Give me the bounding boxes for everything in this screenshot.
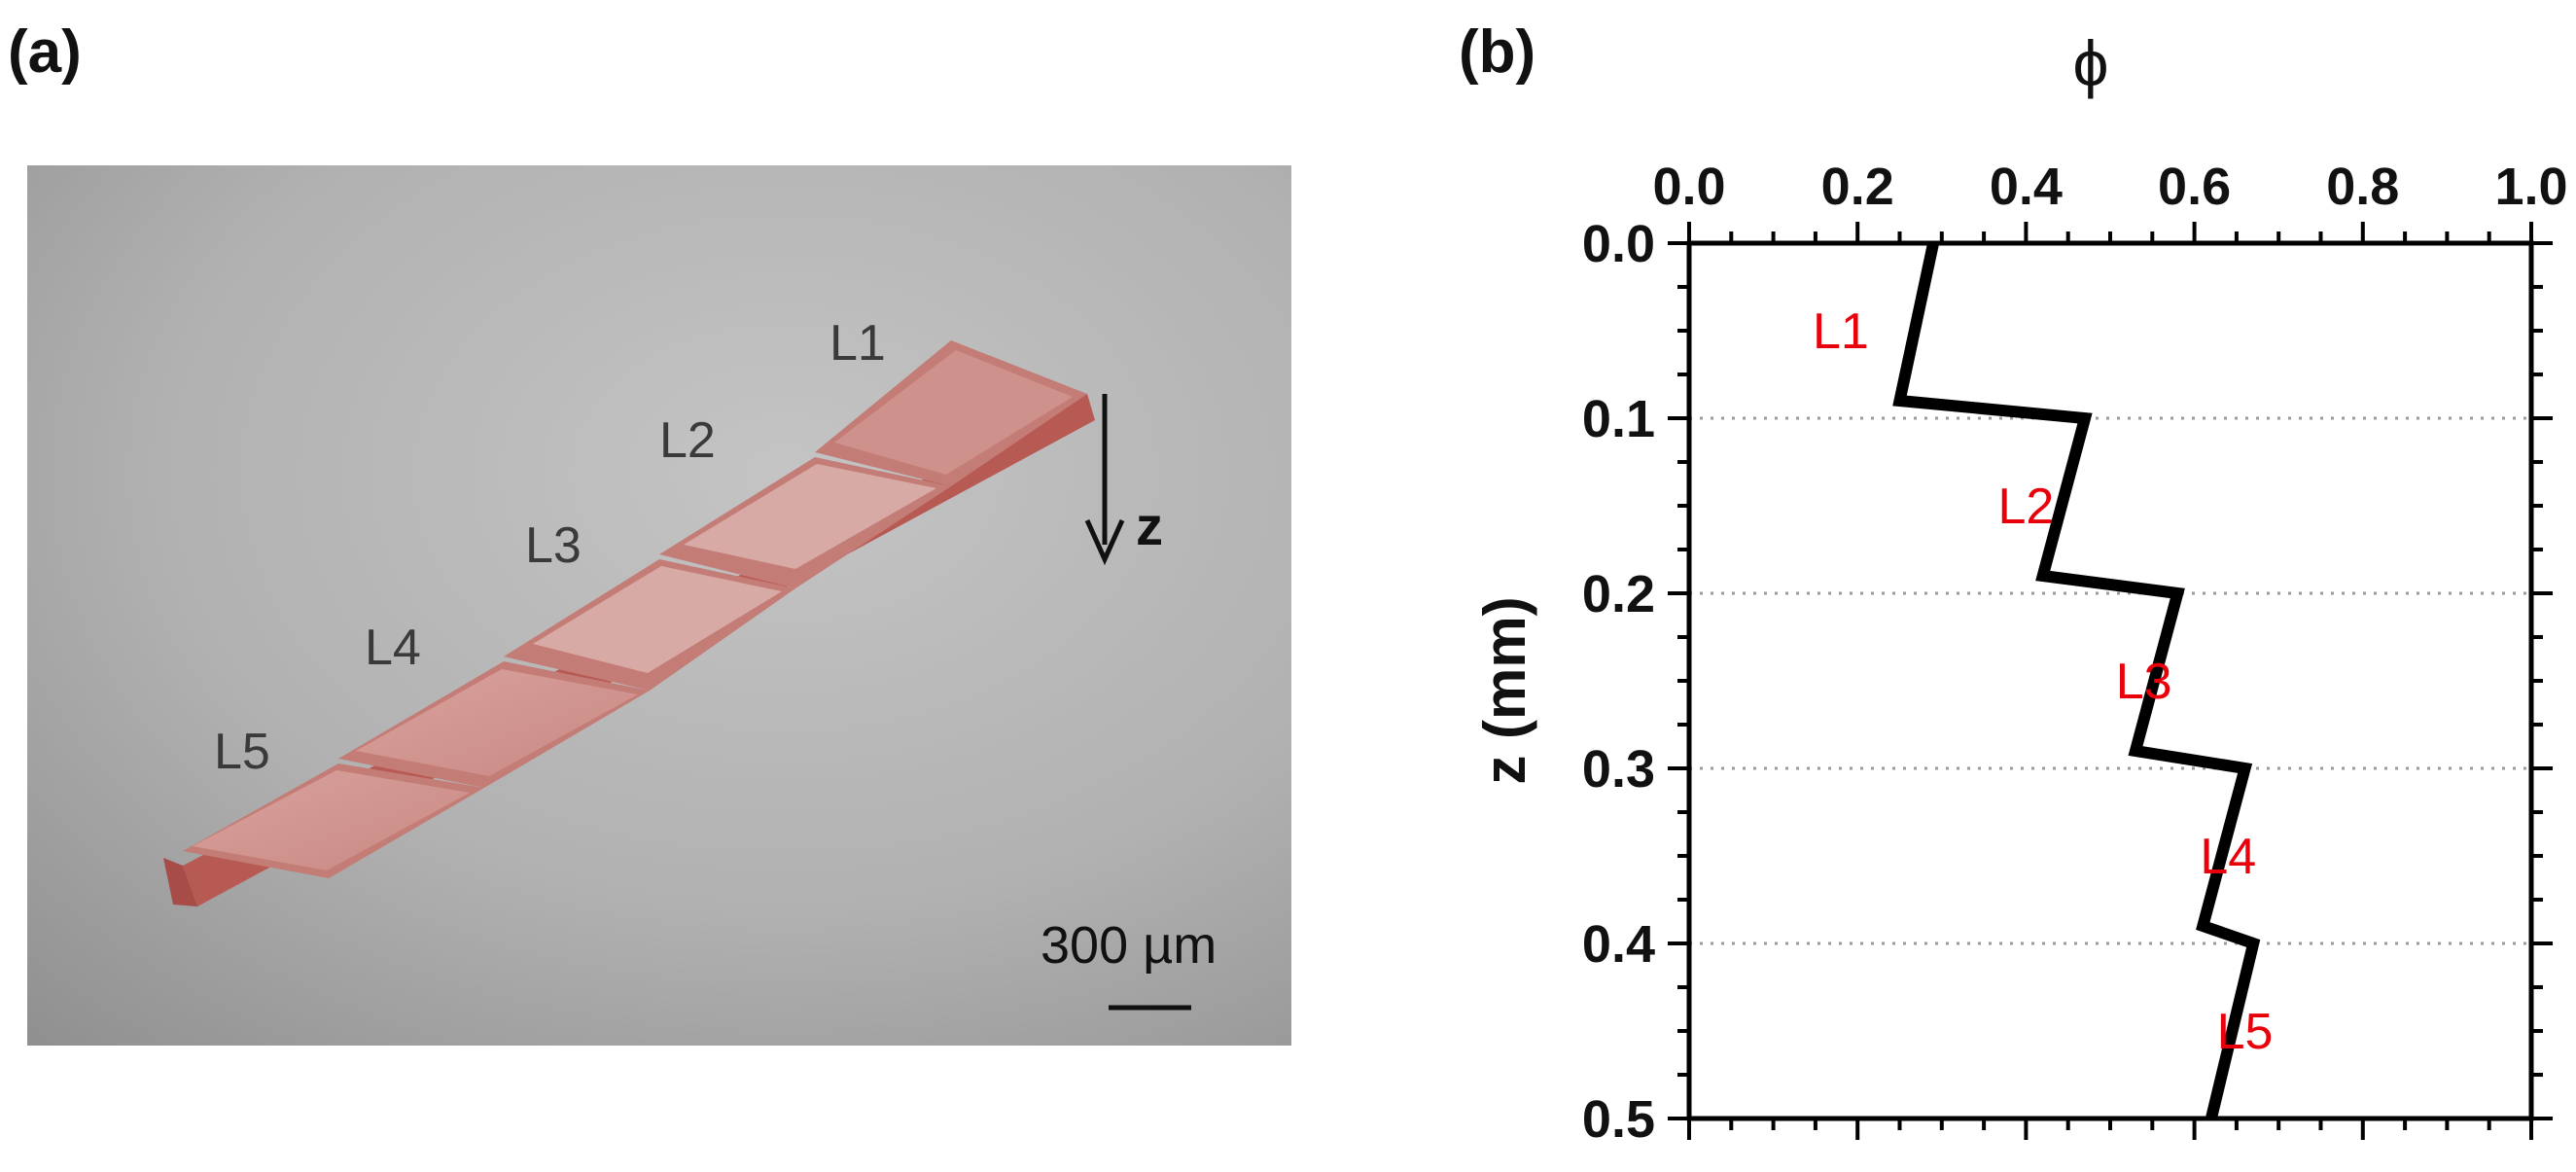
layer-annotation-l1: L1 bbox=[1813, 303, 1869, 360]
y-axis-title: z (mm) bbox=[1472, 596, 1537, 784]
x-tick-label: 0.4 bbox=[1990, 158, 2063, 216]
step-l4-top bbox=[356, 669, 638, 776]
y-tick-label: 0.3 bbox=[1582, 740, 1655, 799]
layer-label-l3: L3 bbox=[525, 517, 582, 574]
step-l1-top bbox=[834, 350, 1073, 475]
y-tick-label: 0.5 bbox=[1582, 1090, 1655, 1149]
panel-b-label: (b) bbox=[1459, 18, 1536, 86]
layer-label-l5: L5 bbox=[214, 724, 270, 780]
x-tick-label: 0.8 bbox=[2326, 158, 2399, 216]
panel-a-label: (a) bbox=[8, 18, 82, 86]
structure-front-face bbox=[163, 858, 197, 906]
x-axis-title: ϕ bbox=[2073, 27, 2109, 99]
layer-label-l1: L1 bbox=[829, 315, 886, 372]
layer-label-l2: L2 bbox=[659, 412, 716, 469]
z-arrow-label: z bbox=[1136, 495, 1163, 556]
y-tick-label: 0.0 bbox=[1582, 215, 1655, 273]
x-tick-label: 1.0 bbox=[2494, 158, 2567, 216]
step-l2-top bbox=[684, 464, 936, 569]
layer-label-l4: L4 bbox=[365, 620, 421, 676]
scale-bar-label: 300 µm bbox=[1041, 916, 1217, 975]
layer-annotation-l5: L5 bbox=[2217, 1004, 2274, 1060]
y-tick-label: 0.1 bbox=[1582, 390, 1655, 448]
layer-annotation-l4: L4 bbox=[2200, 829, 2256, 885]
step-l3-top bbox=[533, 566, 782, 673]
micrograph-panel: L1 L2 L3 L4 L5 z 300 µm bbox=[27, 165, 1291, 1046]
x-tick-label: 0.2 bbox=[1821, 158, 1894, 216]
y-tick-label: 0.2 bbox=[1582, 565, 1655, 623]
phi-profile-line bbox=[1892, 241, 2261, 1120]
plot-frame bbox=[1686, 240, 2534, 1121]
layer-annotation-l3: L3 bbox=[2116, 654, 2172, 710]
y-tick-label: 0.4 bbox=[1582, 915, 1655, 974]
x-tick-label: 0.0 bbox=[1652, 158, 1725, 216]
z-arrow bbox=[1084, 394, 1125, 566]
step-l5-top bbox=[193, 770, 470, 870]
x-tick-label: 0.6 bbox=[2158, 158, 2231, 216]
layer-annotation-l2: L2 bbox=[1997, 479, 2054, 535]
